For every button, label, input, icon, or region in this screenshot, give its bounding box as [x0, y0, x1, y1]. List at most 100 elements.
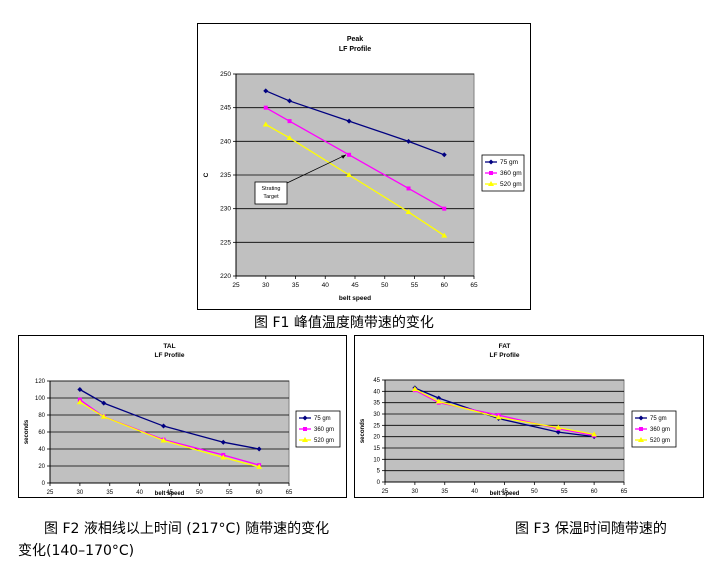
- tal-x-axis-label: belt speed: [155, 491, 185, 497]
- peak-legend-label-2: 520 gm: [500, 181, 522, 188]
- fat-x-tick-label: 65: [621, 489, 628, 495]
- tal-x-tick-label: 60: [256, 490, 263, 496]
- peak-x-tick-label: 65: [470, 282, 478, 289]
- tal-y-tick-label: 60: [38, 430, 45, 436]
- fat-x-tick-label: 25: [382, 489, 389, 495]
- tal-chart-title: TAL: [163, 343, 175, 350]
- tal-legend-marker: [302, 437, 308, 442]
- tal-x-tick-label: 25: [47, 490, 54, 496]
- tal-x-tick-label: 35: [106, 490, 113, 496]
- peak-x-tick-label: 40: [322, 282, 330, 289]
- peak-x-tick-label: 35: [292, 282, 300, 289]
- peak-legend-marker: [488, 181, 494, 186]
- peak-legend-marker: [489, 171, 493, 175]
- tal-data-point: [161, 423, 167, 429]
- peak-chart-subtitle: LF Profile: [339, 46, 371, 53]
- fat-legend-marker: [639, 427, 643, 431]
- fat-x-tick-label: 30: [412, 489, 419, 495]
- tal-y-tick-label: 0: [42, 481, 46, 487]
- tal-x-tick-label: 50: [196, 490, 203, 496]
- tal-y-tick-label: 120: [35, 379, 46, 385]
- peak-y-tick-label: 230: [220, 206, 231, 213]
- fat-data-point: [495, 414, 502, 420]
- fat-data-point: [411, 386, 418, 392]
- peak-annotation-text: Strating: [262, 186, 281, 192]
- peak-legend-label-0: 75 gm: [500, 159, 518, 166]
- fat-x-tick-label: 45: [501, 489, 508, 495]
- tal-x-tick-label: 55: [226, 490, 233, 496]
- fat-y-tick-label: 35: [373, 401, 380, 407]
- tal-legend-label-0: 75 gm: [314, 416, 331, 422]
- fat-data-point: [436, 395, 442, 401]
- fat-y-tick-label: 45: [373, 378, 380, 384]
- tal-legend-label-1: 360 gm: [314, 427, 334, 433]
- peak-data-point: [286, 134, 293, 140]
- peak-data-point: [262, 121, 269, 127]
- tal-x-tick-label: 40: [136, 490, 143, 496]
- peak-x-tick-label: 60: [441, 282, 449, 289]
- peak-data-point: [346, 172, 353, 177]
- tal-y-tick-label: 40: [38, 447, 45, 453]
- fat-x-tick-label: 60: [591, 489, 598, 495]
- fat-x-axis-label: belt speed: [490, 491, 520, 497]
- figure-caption-f3-continued: 变化(140–170°C): [18, 543, 135, 559]
- tal-y-tick-label: 20: [38, 464, 45, 470]
- figure-caption-f2: 图 F2 液相线以上时间 (217°C) 随带速的变化: [44, 521, 330, 537]
- peak-y-tick-label: 240: [220, 138, 231, 145]
- peak-data-point: [263, 105, 268, 110]
- tal-data-point: [76, 399, 83, 405]
- peak-y-tick-label: 250: [220, 71, 231, 78]
- peak-data-point: [442, 206, 447, 211]
- tal-chart-subtitle: LF Profile: [155, 352, 185, 359]
- peak-x-tick-label: 50: [381, 282, 389, 289]
- peak-legend-marker: [488, 159, 494, 165]
- fat-data-point: [555, 424, 562, 430]
- fat-legend-label-1: 360 gm: [650, 427, 670, 433]
- peak-annotation-arrow: [286, 154, 347, 184]
- fat-legend-label-2: 520 gm: [650, 438, 670, 444]
- tal-data-point: [256, 463, 263, 469]
- peak-data-point: [441, 232, 448, 238]
- peak-y-tick-label: 235: [220, 172, 231, 179]
- figure-caption-f3: 图 F3 保温时间随带速的: [515, 521, 667, 537]
- peak-data-point: [287, 119, 292, 124]
- fat-x-tick-label: 55: [561, 489, 568, 495]
- peak-legend-label-1: 360 gm: [500, 170, 522, 177]
- fat-x-tick-label: 35: [441, 489, 448, 495]
- figure-caption-f1: 图 F1 峰值温度随带速的变化: [254, 315, 434, 331]
- tal-y-tick-label: 80: [38, 413, 45, 419]
- tal-data-point: [100, 413, 107, 419]
- tal-chart-svg: TAL LF Profile 0 20 40 60 80 100 120 25 30 35 40 45 50…: [24, 343, 341, 497]
- peak-data-point: [263, 88, 269, 94]
- peak-y-axis-label: C: [203, 172, 210, 177]
- fat-chart-svg: FAT LF Profile 0 5 10 15 20 25 30 35 40 45 25 30 35 40 4…: [360, 343, 677, 497]
- fat-y-tick-label: 15: [373, 446, 380, 452]
- peak-data-point: [406, 138, 412, 144]
- peak-chart-svg: Peak LF Profile 220 225 230 235 240 245 250 25 30 3…: [203, 36, 525, 302]
- peak-y-tick-label: 225: [220, 239, 231, 246]
- peak-data-point: [406, 186, 411, 191]
- tal-data-point: [220, 454, 227, 460]
- tal-legend-label-2: 520 gm: [314, 438, 334, 444]
- fat-legend-marker: [638, 437, 644, 442]
- fat-data-point: [435, 398, 442, 404]
- chart-panel-tal: TAL LF Profile 0 20 40 60 80 100 120 25 30 35 40 45 50…: [18, 335, 347, 498]
- chart-panel-fat: FAT LF Profile 0 5 10 15 20 25 30 35 40 45 25 30 35 40 4…: [354, 335, 704, 498]
- peak-y-tick-label: 245: [220, 105, 231, 112]
- fat-x-tick-label: 50: [531, 489, 538, 495]
- fat-data-point: [555, 429, 561, 435]
- tal-legend-marker: [303, 427, 307, 431]
- tal-data-point: [77, 387, 83, 392]
- tal-data-point: [101, 400, 107, 406]
- fat-y-tick-label: 0: [377, 480, 381, 486]
- fat-y-tick-label: 25: [373, 423, 380, 429]
- peak-x-tick-label: 55: [411, 282, 419, 289]
- tal-data-point: [220, 439, 226, 445]
- tal-legend-marker: [302, 415, 308, 421]
- peak-x-tick-label: 30: [262, 282, 270, 289]
- peak-data-point: [346, 118, 352, 124]
- tal-y-tick-label: 100: [35, 396, 46, 402]
- tal-data-point: [160, 437, 167, 443]
- peak-data-point: [287, 98, 293, 104]
- peak-y-tick-label: 220: [220, 273, 231, 280]
